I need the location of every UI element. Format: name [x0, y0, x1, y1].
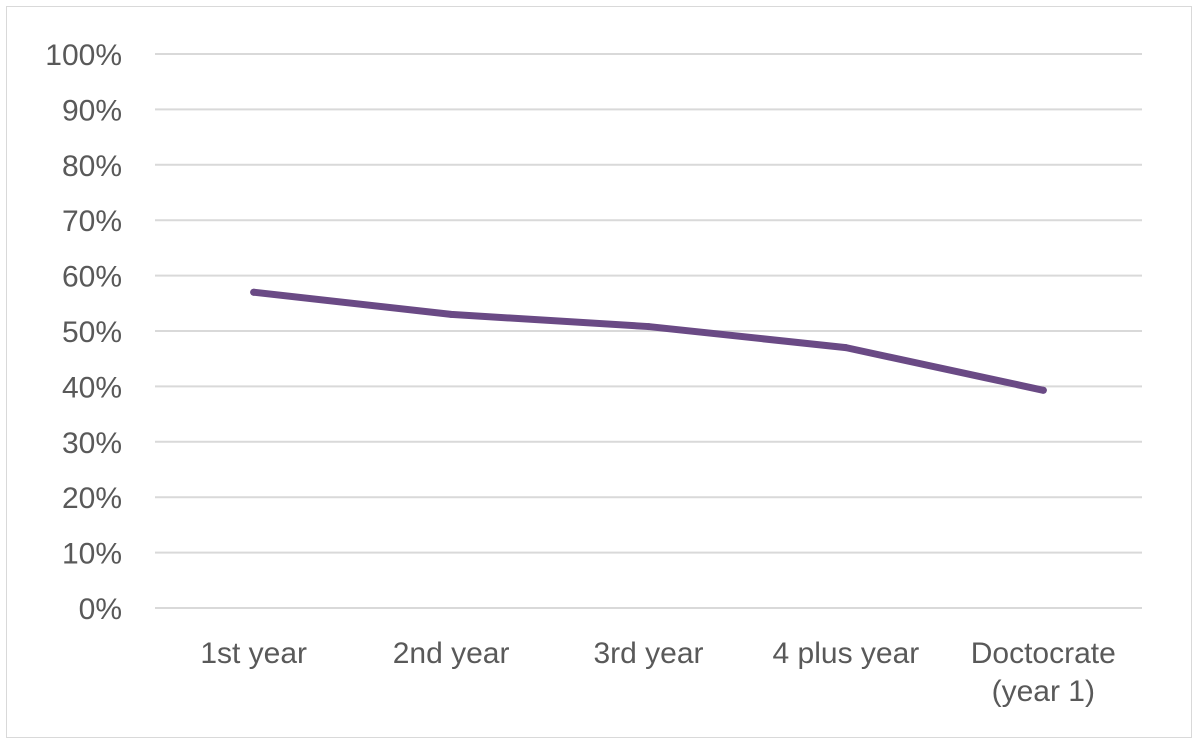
- x-tick-label-line: Doctocrate: [971, 637, 1116, 670]
- y-tick-label: 70%: [62, 205, 122, 238]
- grid-lines: [155, 53, 1142, 609]
- x-tick-label: 1st year: [200, 637, 307, 670]
- y-tick-label: 100%: [45, 39, 122, 72]
- y-tick-label: 50%: [62, 316, 122, 349]
- y-tick-label: 60%: [62, 261, 122, 294]
- y-tick-label: 90%: [62, 94, 122, 127]
- y-tick-label: 20%: [62, 482, 122, 515]
- x-tick-label-line: 4 plus year: [773, 637, 920, 670]
- data-point: [250, 288, 258, 296]
- y-tick-label: 80%: [62, 150, 122, 183]
- x-tick-label-line: 3rd year: [593, 637, 703, 670]
- x-tick-label-line: (year 1): [992, 675, 1095, 708]
- data-point: [645, 323, 652, 331]
- data-point: [842, 344, 850, 352]
- data-point: [447, 310, 455, 318]
- x-tick-label: 2nd year: [393, 637, 510, 670]
- y-tick-label: 0%: [79, 593, 122, 626]
- y-tick-label: 30%: [62, 427, 122, 460]
- series-line: [250, 288, 1047, 394]
- y-tick-label: 40%: [62, 371, 122, 404]
- data-point: [1039, 386, 1047, 394]
- series-layer: [250, 288, 1047, 394]
- x-tick-label: 4 plus year: [773, 637, 920, 670]
- y-axis-tick-labels: 0% 10% 20% 30% 40% 50% 60% 70% 80% 90% 100%: [45, 39, 122, 626]
- x-axis-tick-labels: 1st year 2nd year 3rd year 4 plus year Docto…: [200, 637, 1115, 708]
- x-tick-label-line: 1st year: [200, 637, 307, 670]
- x-tick-label-line: 2nd year: [393, 637, 510, 670]
- x-tick-label: Doctocrate (year 1): [971, 637, 1116, 708]
- chart-frame: [6, 6, 1192, 738]
- y-tick-label: 10%: [62, 538, 122, 571]
- x-tick-label: 3rd year: [593, 637, 703, 670]
